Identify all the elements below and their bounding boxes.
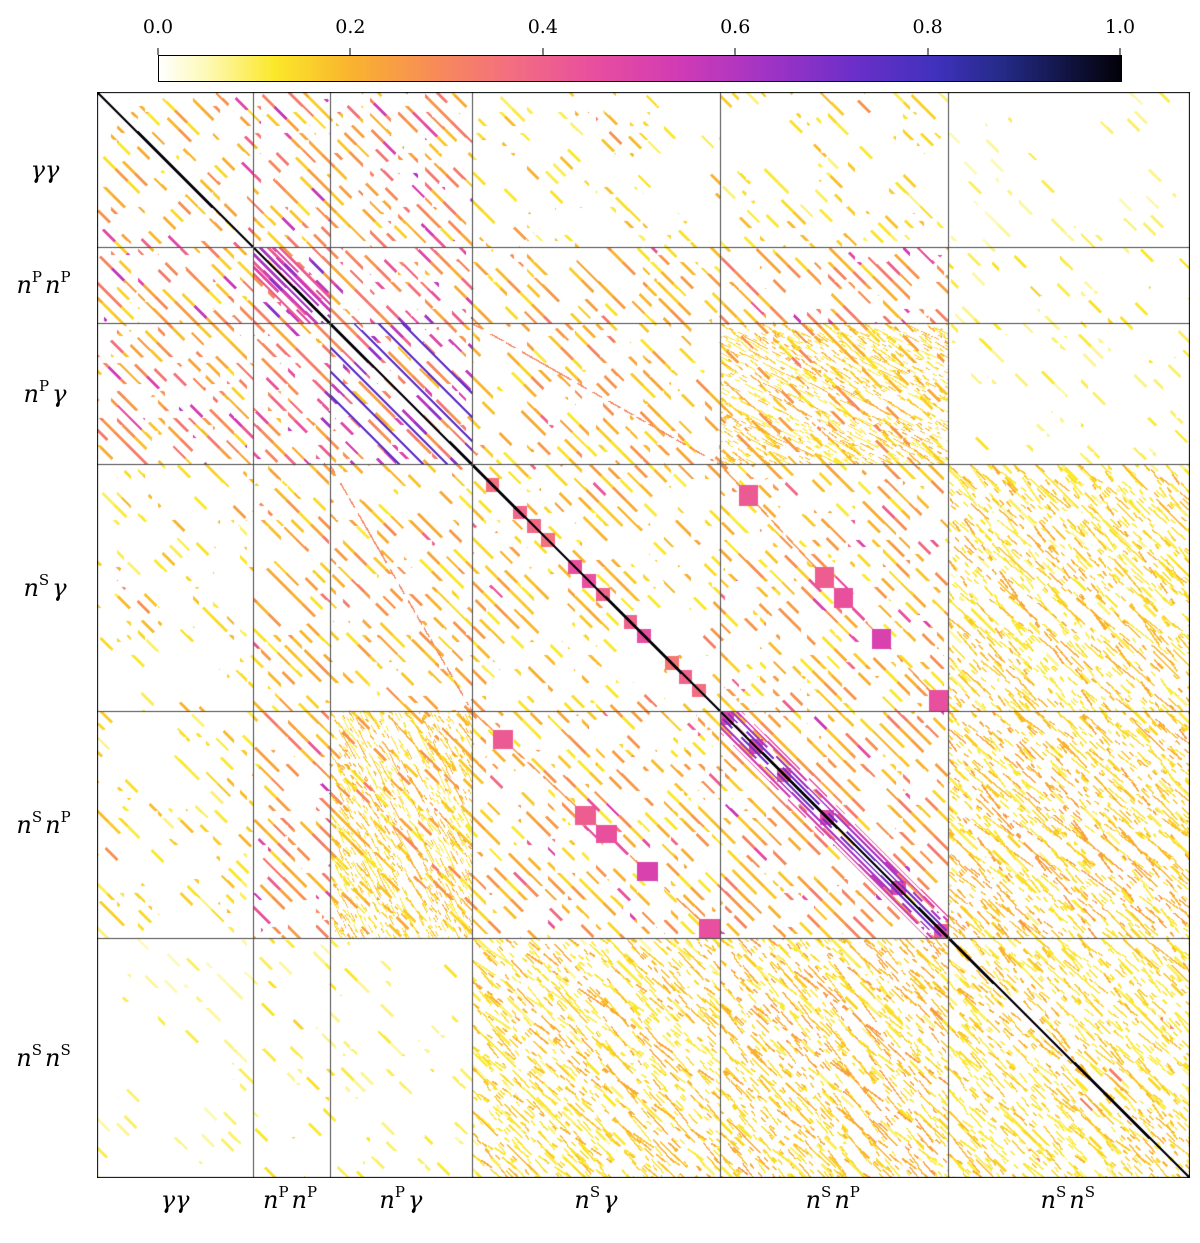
colorbar-tick-mark — [542, 48, 544, 55]
correlation-heatmap — [97, 92, 1190, 1178]
colorbar-tick-mark — [349, 48, 351, 55]
colorbar-tick-label: 1.0 — [1104, 16, 1136, 38]
row-label-np-gamma: nP γ — [23, 376, 67, 408]
row-label-np-np: nP nP — [16, 268, 71, 300]
colorbar-tick-mark — [1119, 48, 1121, 55]
col-label-ns-ns: nS nS — [1040, 1183, 1095, 1215]
colorbar-tick-mark — [734, 48, 736, 55]
col-label-np-np: nP nP — [262, 1183, 318, 1215]
col-label-gamma-gamma: γγ — [160, 1186, 190, 1214]
row-label-ns-gamma: nS γ — [23, 570, 67, 602]
colorbar-tick-label: 0.4 — [527, 16, 558, 38]
row-label-ns-np: nS nP — [16, 807, 71, 839]
colorbar-tick-label: 0.6 — [720, 16, 751, 38]
row-label-ns-ns: nS nS — [16, 1040, 71, 1072]
colorbar-tick-label: 0.2 — [335, 16, 366, 38]
col-label-np-gamma: nP γ — [379, 1183, 423, 1215]
colorbar — [158, 55, 1122, 82]
colorbar-tick-mark — [927, 48, 929, 55]
col-label-ns-gamma: nS γ — [574, 1183, 618, 1215]
colorbar-tick-label: 0.0 — [142, 16, 174, 38]
col-label-ns-np: nS nP — [805, 1183, 860, 1215]
row-label-gamma-gamma: γγ — [30, 155, 60, 184]
colorbar-tick-mark — [157, 48, 159, 55]
colorbar-gradient — [159, 56, 1121, 81]
colorbar-tick-label: 0.8 — [912, 16, 943, 38]
